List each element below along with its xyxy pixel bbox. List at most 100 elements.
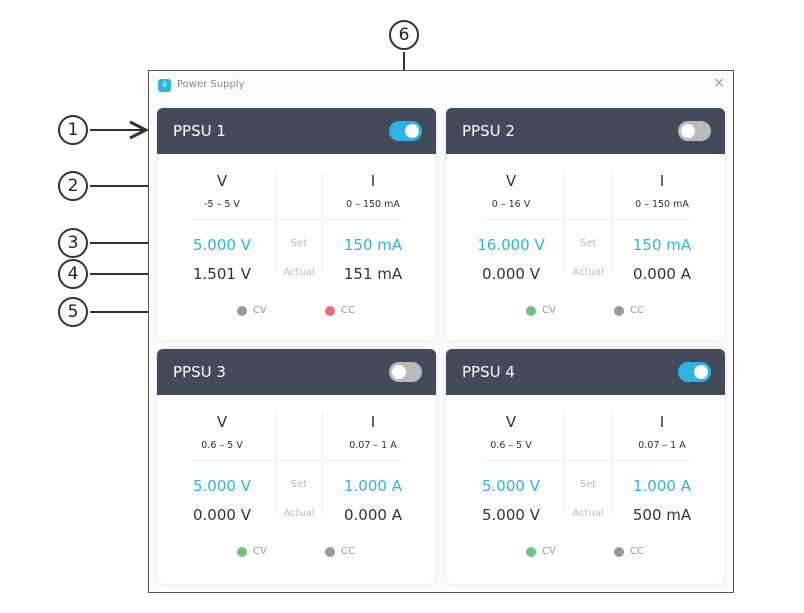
cv-indicator: CV (237, 305, 267, 316)
cv-indicator: CV (526, 546, 556, 557)
voltage-set-value[interactable]: 5.000 V (193, 236, 251, 254)
current-range: 0 – 150 mA (635, 199, 689, 210)
voltage-range: 0 – 16 V (491, 199, 531, 210)
cv-label: CV (542, 305, 556, 316)
current-set-value[interactable]: 150 mA (632, 236, 692, 254)
callout-3: 3 (58, 228, 88, 258)
divider (275, 172, 276, 272)
voltage-range: -5 – 5 V (204, 199, 240, 210)
cc-indicator: CC (325, 305, 355, 316)
current-label: I (659, 413, 665, 431)
ppsu-card: PPSU 1 V I -5 – 5 V 0 – 150 mA 5.000 V S… (157, 108, 436, 340)
toggle-knob (405, 124, 419, 138)
cv-indicator: CV (237, 546, 267, 557)
set-label: Set (290, 479, 308, 490)
callout-4: 4 (58, 259, 88, 289)
callout-2: 2 (58, 171, 88, 201)
voltage-range: 0.6 – 5 V (490, 440, 532, 451)
divider (481, 219, 691, 220)
close-button[interactable]: × (713, 75, 725, 91)
ppsu-name: PPSU 2 (462, 122, 515, 140)
voltage-label: V (216, 413, 228, 431)
current-actual-value: 0.000 A (344, 506, 402, 524)
ppsu-card: PPSU 4 V I 0.6 – 5 V 0.07 – 1 A 5.000 V … (446, 349, 725, 584)
current-label: I (659, 172, 665, 190)
cv-status-dot (237, 546, 247, 557)
current-actual-value: 0.000 A (633, 265, 691, 283)
divider (322, 413, 323, 513)
ppsu-name: PPSU 1 (173, 122, 226, 140)
cc-status-dot (325, 546, 335, 557)
cc-indicator: CC (325, 546, 355, 557)
divider (481, 460, 691, 461)
current-set-value[interactable]: 1.000 A (633, 477, 691, 495)
cv-label: CV (253, 546, 267, 557)
current-actual-value: 500 mA (632, 506, 692, 524)
output-enable-toggle[interactable] (678, 121, 711, 141)
actual-label: Actual (283, 508, 315, 519)
actual-label: Actual (572, 267, 604, 278)
voltage-actual-value: 0.000 V (482, 265, 540, 283)
card-header: PPSU 3 (157, 349, 436, 395)
current-actual-value: 151 mA (343, 265, 403, 283)
callout-6: 6 (389, 20, 419, 50)
cc-status-dot (325, 305, 335, 316)
ppsu-card: PPSU 3 V I 0.6 – 5 V 0.07 – 1 A 5.000 V … (157, 349, 436, 584)
voltage-range: 0.6 – 5 V (201, 440, 243, 451)
toggle-knob (392, 365, 406, 379)
current-range: 0 – 150 mA (346, 199, 400, 210)
current-label: I (370, 413, 376, 431)
voltage-actual-value: 1.501 V (193, 265, 251, 283)
window-title: Power Supply (177, 79, 245, 90)
ppsu-name: PPSU 4 (462, 363, 515, 381)
card-header: PPSU 1 (157, 108, 436, 154)
title-bar: ∂ Power Supply × (149, 71, 733, 99)
voltage-label: V (505, 172, 517, 190)
power-supply-window: ∂ Power Supply × PPSU 1 V I -5 – 5 V 0 –… (148, 70, 734, 593)
divider (192, 219, 402, 220)
cc-label: CC (341, 546, 355, 557)
divider (611, 413, 612, 513)
voltage-set-value[interactable]: 16.000 V (477, 236, 545, 254)
card-header: PPSU 2 (446, 108, 725, 154)
cc-label: CC (341, 305, 355, 316)
voltage-label: V (216, 172, 228, 190)
cv-status-dot (237, 305, 247, 316)
output-enable-toggle[interactable] (389, 362, 422, 382)
divider (564, 413, 565, 513)
toggle-knob (681, 124, 695, 138)
cv-status-dot (526, 305, 536, 316)
voltage-set-value[interactable]: 5.000 V (193, 477, 251, 495)
toggle-knob (694, 365, 708, 379)
cc-indicator: CC (614, 546, 644, 557)
current-label: I (370, 172, 376, 190)
divider (322, 172, 323, 272)
divider (611, 172, 612, 272)
cc-label: CC (630, 305, 644, 316)
output-enable-toggle[interactable] (678, 362, 711, 382)
callout-5: 5 (58, 297, 88, 327)
cc-indicator: CC (614, 305, 644, 316)
set-label: Set (290, 238, 308, 249)
voltage-label: V (505, 413, 517, 431)
current-set-value[interactable]: 150 mA (343, 236, 403, 254)
current-range: 0.07 – 1 A (638, 440, 686, 451)
cv-status-dot (526, 546, 536, 557)
current-set-value[interactable]: 1.000 A (344, 477, 402, 495)
divider (192, 460, 402, 461)
voltage-set-value[interactable]: 5.000 V (482, 477, 540, 495)
output-enable-toggle[interactable] (389, 121, 422, 141)
cc-status-dot (614, 305, 624, 316)
cv-indicator: CV (526, 305, 556, 316)
callout-1: 1 (58, 115, 88, 145)
set-label: Set (579, 479, 597, 490)
current-range: 0.07 – 1 A (349, 440, 397, 451)
ppsu-name: PPSU 3 (173, 363, 226, 381)
ppsu-card: PPSU 2 V I 0 – 16 V 0 – 150 mA 16.000 V … (446, 108, 725, 340)
divider (564, 172, 565, 272)
cv-label: CV (253, 305, 267, 316)
divider (275, 413, 276, 513)
card-header: PPSU 4 (446, 349, 725, 395)
actual-label: Actual (283, 267, 315, 278)
actual-label: Actual (572, 508, 604, 519)
